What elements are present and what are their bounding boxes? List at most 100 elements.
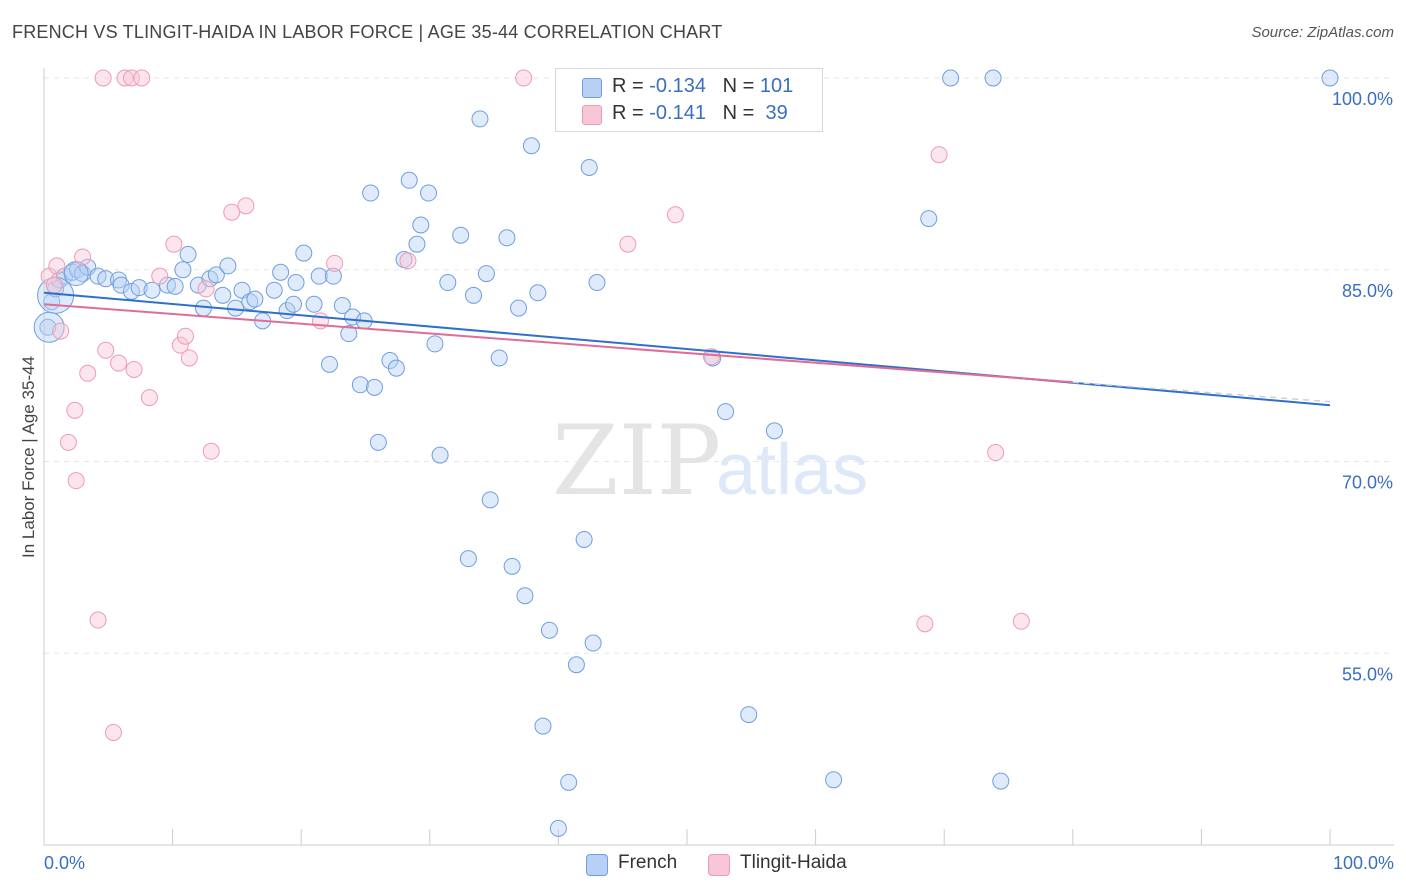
tlingit-r-label: R = xyxy=(612,102,644,124)
french-point-18 xyxy=(174,261,192,279)
tlingit-n-value: 39 xyxy=(765,102,788,124)
tlingit-haida-point-18 xyxy=(140,389,158,407)
french-point-89 xyxy=(765,422,783,440)
french-point-29 xyxy=(246,290,264,308)
tlingit-haida-point-22 xyxy=(176,327,194,345)
tlingit-haida-point-34 xyxy=(702,348,720,366)
watermark: ZIP atlas xyxy=(552,405,868,517)
french-point-31 xyxy=(265,281,283,299)
y-tick-label-0: 100.0% xyxy=(1332,89,1393,109)
tlingit-haida-point-21 xyxy=(171,336,189,354)
tlingit-haida-point-16 xyxy=(125,360,143,378)
tlingit-n-label: N = xyxy=(722,102,755,124)
french-point-69 xyxy=(516,587,534,605)
tlingit-haida-points xyxy=(40,69,1030,742)
french-point-15 xyxy=(143,281,161,299)
french-swatch xyxy=(582,78,602,98)
french-point-11 xyxy=(110,271,128,289)
x-tick-label-min: 0.0% xyxy=(44,853,85,873)
tlingit-haida-point-32 xyxy=(619,235,637,253)
french-point-17 xyxy=(166,277,184,295)
tlingit-haida-point-3 xyxy=(52,322,70,340)
french-point-40 xyxy=(324,267,342,285)
tlingit-haida-trend-line xyxy=(43,303,1073,384)
tlingit-haida-point-11 xyxy=(97,341,115,359)
french-point-80 xyxy=(584,634,602,652)
tlingit-haida-point-30 xyxy=(399,252,417,270)
y-tick-label-2: 70.0% xyxy=(1342,473,1393,493)
y-tick-label-1: 85.0% xyxy=(1342,281,1393,301)
axes xyxy=(43,68,1394,846)
tlingit-haida-point-4 xyxy=(59,433,77,451)
french-point-71 xyxy=(529,284,547,302)
french-r-label: R = xyxy=(612,75,644,97)
french-point-96 xyxy=(1321,69,1339,87)
french-point-73 xyxy=(540,621,558,639)
french-r-value: -0.134 xyxy=(649,75,706,97)
tlingit-haida-point-35 xyxy=(916,615,934,633)
french-point-81 xyxy=(588,274,606,292)
french-point-14 xyxy=(130,279,148,297)
tlingit-haida-point-15 xyxy=(122,69,140,87)
french-point-72 xyxy=(534,717,552,735)
french-point-78 xyxy=(575,530,593,548)
tlingit-haida-point-23 xyxy=(180,349,198,367)
french-point-56 xyxy=(426,335,444,353)
chart-title: FRENCH VS TLINGIT-HAIDA IN LABOR FORCE |… xyxy=(12,22,723,42)
tlingit-haida-point-14 xyxy=(116,69,134,87)
french-point-50 xyxy=(387,359,405,377)
tlingit-haida-point-37 xyxy=(987,444,1005,462)
french-point-59 xyxy=(452,226,470,244)
french-point-54 xyxy=(412,216,430,234)
french-point-74 xyxy=(549,819,567,837)
x-tick-label-max: 100.0% xyxy=(1333,853,1394,873)
tlingit-haida-point-24 xyxy=(197,280,215,298)
french-point-64 xyxy=(481,491,499,509)
bottom-french-swatch xyxy=(586,854,608,876)
french-trend-line xyxy=(43,291,1331,407)
trend-lines xyxy=(43,291,1331,407)
french-point-47 xyxy=(366,378,384,396)
french-point-0 xyxy=(39,318,57,336)
french-point-76 xyxy=(560,773,578,791)
tlingit-haida-point-8 xyxy=(79,364,97,382)
tlingit-haida-point-20 xyxy=(165,235,183,253)
french-point-55 xyxy=(420,184,438,202)
tlingit-haida-point-29 xyxy=(326,254,344,272)
y-axis-label: In Labor Force | Age 35-44 xyxy=(19,356,38,558)
bottom-tlingit-label: Tlingit-Haida xyxy=(740,852,847,873)
french-point-63 xyxy=(477,265,495,283)
french-point-65 xyxy=(490,349,508,367)
tlingit-haida-point-13 xyxy=(110,354,128,372)
bottom-french-label: French xyxy=(618,852,678,873)
french-n-label: N = xyxy=(722,75,755,97)
french-point-67 xyxy=(503,557,521,575)
tlingit-haida-point-12 xyxy=(104,724,122,742)
french-point-25 xyxy=(219,257,237,275)
tlingit-haida-point-6 xyxy=(67,472,85,490)
french-point-24 xyxy=(214,286,232,304)
french-point-35 xyxy=(287,274,305,292)
french-point-28 xyxy=(241,293,259,311)
french-point-36 xyxy=(295,244,313,262)
french-point-92 xyxy=(920,210,938,228)
french-point-48 xyxy=(369,433,387,451)
french-point-41 xyxy=(333,297,351,315)
tlingit-haida-point-10 xyxy=(94,69,112,87)
french-point-34 xyxy=(284,295,302,313)
tlingit-haida-point-25 xyxy=(202,442,220,460)
french-point-44 xyxy=(351,376,369,394)
french-point-93 xyxy=(942,69,960,87)
tlingit-haida-point-5 xyxy=(66,401,84,419)
french-point-38 xyxy=(310,267,328,285)
tlingit-haida-point-1 xyxy=(45,276,63,294)
source-credit: Source: ZipAtlas.com xyxy=(1251,24,1394,41)
tlingit-haida-point-33 xyxy=(666,206,684,224)
french-point-58 xyxy=(439,274,457,292)
french-point-39 xyxy=(320,355,338,373)
french-points xyxy=(33,69,1339,837)
french-point-12 xyxy=(112,276,130,294)
watermark-atlas: atlas xyxy=(716,430,868,510)
stats-legend: R = -0.134 N = 101 R = -0.141 N = 39 xyxy=(555,68,823,132)
